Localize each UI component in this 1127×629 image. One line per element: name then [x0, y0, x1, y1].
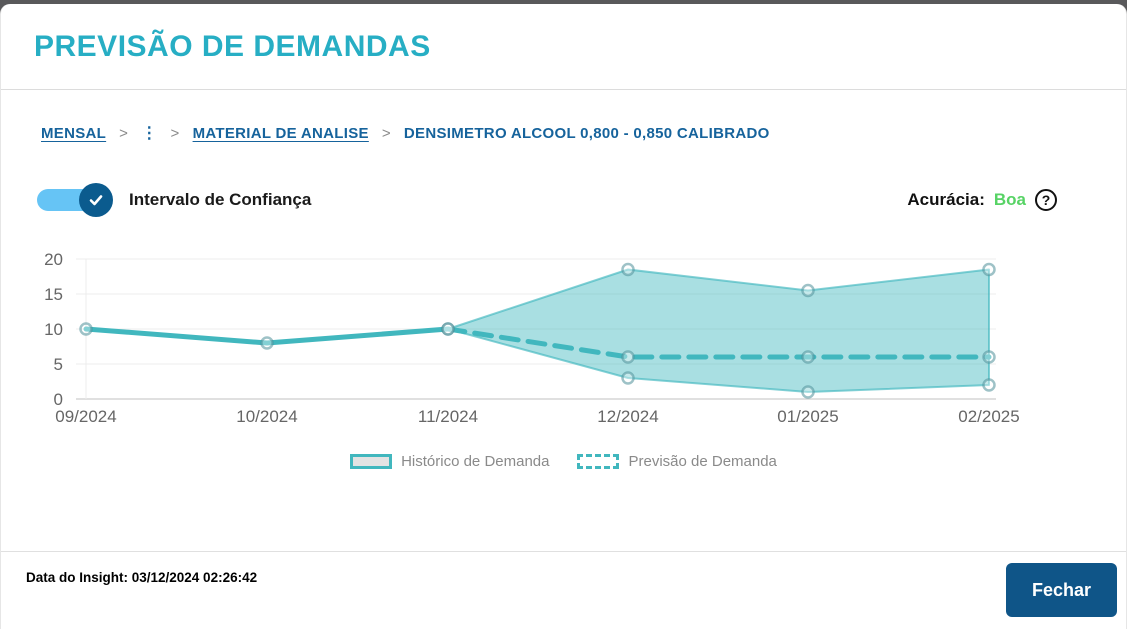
svg-text:01/2025: 01/2025: [777, 407, 838, 426]
accuracy-value: Boa: [993, 190, 1026, 209]
svg-text:0: 0: [54, 390, 63, 409]
toggle-thumb: [79, 183, 113, 217]
svg-text:11/2024: 11/2024: [418, 407, 478, 426]
close-button[interactable]: Fechar: [1006, 563, 1117, 617]
check-icon: [89, 195, 103, 206]
forecast-swatch-icon: [577, 454, 620, 469]
legend-item-historico: Histórico de Demanda: [350, 453, 549, 470]
confidence-toggle-row: Intervalo de Confiança: [37, 179, 311, 221]
svg-text:02/2025: 02/2025: [958, 407, 1019, 426]
accuracy-label: Acurácia:: [907, 190, 985, 209]
insight-timestamp: Data do Insight: 03/12/2024 02:26:42: [26, 570, 258, 585]
footer-divider: [1, 551, 1126, 552]
accuracy-indicator: Acurácia: Boa ?: [907, 179, 1057, 221]
svg-text:09/2024: 09/2024: [55, 407, 116, 426]
chart-canvas: 0 5 10 15 20 09/2024 10/2024 11/2024 12/2024 01/2…: [44, 250, 1020, 426]
page-title: PREVISÃO DE DEMANDAS: [34, 30, 431, 63]
historical-swatch-icon: [350, 454, 393, 469]
title-divider: [1, 89, 1126, 90]
forecast-modal: PREVISÃO DE DEMANDAS MENSAL > ⋮ > MATERI…: [0, 4, 1127, 629]
svg-text:12/2024: 12/2024: [597, 407, 658, 426]
breadcrumb: MENSAL > ⋮ > MATERIAL DE ANALISE > DENSI…: [41, 123, 770, 143]
breadcrumb-item-mensal[interactable]: MENSAL: [41, 124, 107, 142]
svg-text:20: 20: [44, 250, 63, 269]
breadcrumb-item-current: DENSIMETRO ALCOOL 0,800 - 0,850 CALIBRAD…: [403, 124, 770, 142]
breadcrumb-collapsed-icon[interactable]: ⋮: [141, 125, 158, 142]
svg-text:10/2024: 10/2024: [236, 407, 297, 426]
chevron-right-icon: >: [381, 124, 391, 142]
svg-text:10: 10: [44, 320, 63, 339]
legend-label: Histórico de Demanda: [401, 453, 550, 470]
legend-label: Previsão de Demanda: [628, 453, 777, 470]
legend-item-previsao: Previsão de Demanda: [563, 453, 777, 470]
svg-text:15: 15: [44, 285, 63, 304]
breadcrumb-item-material[interactable]: MATERIAL DE ANALISE: [192, 124, 369, 142]
confidence-interval-toggle[interactable]: [37, 179, 113, 221]
svg-text:5: 5: [54, 355, 63, 374]
chart-legend: Histórico de Demanda Previsão de Demanda: [1, 453, 1126, 470]
confidence-toggle-label: Intervalo de Confiança: [129, 190, 312, 209]
help-icon[interactable]: ?: [1035, 189, 1057, 211]
chevron-right-icon: >: [119, 124, 129, 142]
chevron-right-icon: >: [170, 124, 180, 142]
demand-chart: 0 5 10 15 20 09/2024 10/2024 11/2024 12/2024 01/2…: [21, 244, 1111, 436]
